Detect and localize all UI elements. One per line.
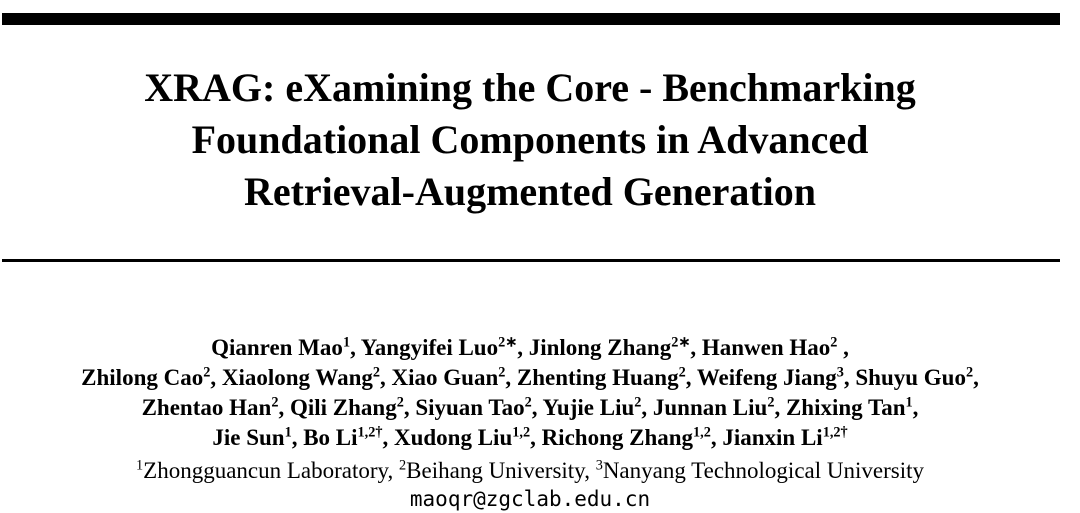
- author-name: Qili Zhang2: [289, 394, 404, 420]
- affiliation-superscript: 1: [136, 457, 144, 474]
- author-name: Junnan Liu2: [652, 394, 775, 420]
- affiliation-superscript: 3: [595, 457, 603, 474]
- separator: ,: [403, 395, 416, 420]
- author-superscript: 2∗: [671, 334, 691, 351]
- separator: ,: [685, 365, 697, 390]
- author-name: Xudong Liu1,2: [393, 424, 531, 450]
- author-superscript: 1,2†: [357, 424, 383, 441]
- separator: ,: [973, 365, 979, 390]
- separator: ,: [278, 395, 290, 420]
- author-superscript: 2: [498, 364, 506, 381]
- author-superscript: 3: [836, 364, 844, 381]
- author-name: Richong Zhang1,2: [541, 424, 711, 450]
- author-superscript: 1,2: [693, 424, 711, 441]
- author-superscript: 1: [905, 394, 913, 411]
- separator: ,: [843, 365, 856, 390]
- affiliations-line: 1Zhongguancun Laboratory, 2Beihang Unive…: [0, 457, 1060, 485]
- top-divider-bar: [2, 13, 1060, 25]
- separator: ,: [531, 395, 543, 420]
- author-name: Qianren Mao1: [211, 334, 351, 360]
- separator: ,: [505, 365, 517, 390]
- author-superscript: 1: [342, 334, 351, 351]
- separator: ,: [530, 425, 542, 450]
- affiliation-name: 3Nanyang Technological University: [595, 457, 924, 483]
- author-superscript: 1,2: [512, 424, 531, 441]
- author-superscript: 2∗: [498, 334, 518, 351]
- separator: ,: [837, 335, 849, 360]
- author-superscript: 1: [284, 424, 292, 441]
- separator: ,: [912, 395, 919, 420]
- separator: ,: [774, 395, 786, 420]
- separator: ,: [210, 365, 222, 390]
- separator: ,: [584, 458, 596, 483]
- author-superscript: 2: [524, 394, 532, 411]
- author-superscript: 2: [767, 394, 775, 411]
- title-divider-rule: [2, 259, 1060, 262]
- separator: ,: [641, 395, 653, 420]
- author-superscript: 2: [203, 364, 211, 381]
- author-superscript: 2: [965, 364, 974, 381]
- separator: ,: [710, 425, 723, 450]
- author-name: Zhenting Huang2: [516, 364, 686, 390]
- author-line: Qianren Mao1, Yangyifei Luo2∗, Jinlong Z…: [0, 333, 1060, 363]
- separator: ,: [387, 458, 400, 483]
- author-line: Jie Sun1, Bo Li1,2†, Xudong Liu1,2, Rich…: [0, 423, 1060, 453]
- author-superscript: 2: [372, 364, 381, 381]
- title-line: Foundational Components in Advanced: [191, 117, 869, 162]
- author-name: Jinlong Zhang2∗: [528, 334, 691, 360]
- separator: ,: [350, 335, 361, 360]
- author-superscript: 2: [271, 394, 279, 411]
- contact-email: maoqr@zgclab.edu.cn: [409, 487, 651, 511]
- paper-title: XRAG: eXamining the Core - Benchmarking F…: [0, 62, 1060, 218]
- author-name: Bo Li1,2†: [303, 424, 383, 450]
- author-superscript: 2: [678, 364, 686, 381]
- author-name: Shuyu Guo2: [855, 364, 974, 390]
- author-name: Xiaolong Wang2: [221, 364, 381, 390]
- affiliation-name: 2Beihang University: [399, 457, 585, 483]
- author-name: Zhentao Han2: [141, 394, 279, 420]
- author-name: Siyuan Tao2: [415, 394, 532, 420]
- affiliation-name: 1Zhongguancun Laboratory: [136, 457, 388, 483]
- author-line: Zhilong Cao2, Xiaolong Wang2, Xiao Guan2…: [0, 363, 1060, 393]
- separator: ,: [291, 425, 304, 450]
- author-superscript: 1,2†: [822, 424, 848, 441]
- author-name: Zhixing Tan1: [785, 394, 913, 420]
- author-name: Weifeng Jiang3: [696, 364, 844, 390]
- author-name: Yangyifei Luo2∗: [360, 334, 518, 360]
- separator: ,: [382, 425, 394, 450]
- author-superscript: 2: [634, 394, 642, 411]
- title-line: Retrieval-Augmented Generation: [243, 169, 817, 214]
- title-line: XRAG: eXamining the Core - Benchmarking: [144, 65, 916, 110]
- author-line: Zhentao Han2, Qili Zhang2, Siyuan Tao2, …: [0, 393, 1060, 423]
- affiliation-superscript: 2: [399, 457, 407, 474]
- author-superscript: 2: [396, 394, 404, 411]
- author-name: Xiao Guan2: [391, 364, 506, 390]
- separator: ,: [517, 335, 529, 360]
- author-superscript: 2: [830, 334, 838, 351]
- separator: ,: [380, 365, 392, 390]
- author-name: Hanwen Hao2: [701, 334, 838, 360]
- author-name: Jianxin Li1,2†: [722, 424, 848, 450]
- author-block: Qianren Mao1, Yangyifei Luo2∗, Jinlong Z…: [0, 333, 1060, 453]
- separator: ,: [690, 335, 702, 360]
- author-name: Yujie Liu2: [542, 394, 642, 420]
- author-name: Zhilong Cao2: [81, 364, 211, 390]
- author-name: Jie Sun1: [212, 424, 292, 450]
